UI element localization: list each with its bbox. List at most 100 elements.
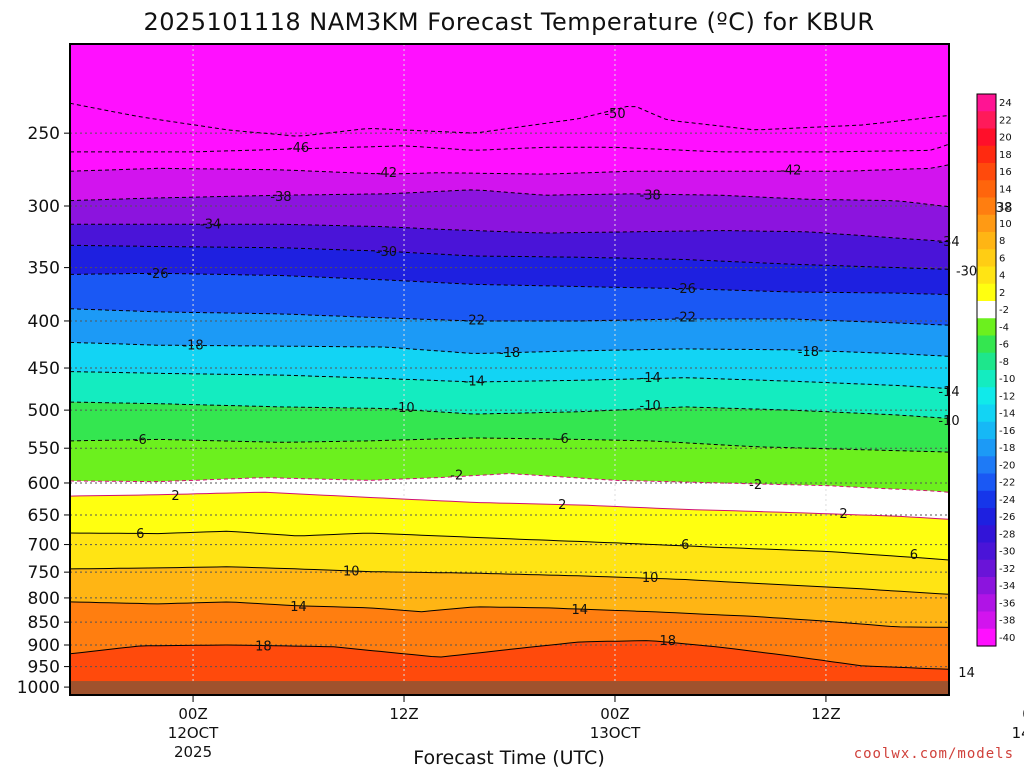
x-tick-label: 13OCT <box>590 724 641 742</box>
contour-label: -50 <box>604 107 625 122</box>
contour-label: 6 <box>136 527 144 542</box>
colorbar-swatch <box>977 214 996 233</box>
contour-label-text: -30 <box>376 245 397 260</box>
y-tick-label: 950 <box>28 658 60 678</box>
contour-label-text: 2 <box>558 498 566 513</box>
colorbar-label: 24 <box>999 98 1012 109</box>
colorbar-swatch <box>977 335 996 354</box>
contour-label: 10 <box>343 565 360 580</box>
isotherm-2 <box>70 491 949 520</box>
contour-label-text: 6 <box>681 538 689 553</box>
contour-label-text: -42 <box>376 166 397 181</box>
band--14 <box>70 342 949 389</box>
band-4 <box>70 531 949 595</box>
colorbar-label: -20 <box>999 460 1015 471</box>
colorbar-label: -26 <box>999 512 1015 523</box>
colorbar-swatch <box>977 145 996 164</box>
colorbar-swatch <box>977 387 996 406</box>
contour-label: 14 <box>572 603 589 618</box>
isotherm-18 <box>70 640 949 670</box>
contour-label-text: -14 <box>464 375 485 390</box>
contour-label: 18 <box>255 639 272 654</box>
colorbar-swatch <box>977 628 996 647</box>
colorbar-swatch <box>977 352 996 371</box>
x-axis-label: Forecast Time (UTC) <box>413 747 604 768</box>
colorbar-label: -10 <box>999 374 1015 385</box>
y-axis: 250 300 350 400 450 500 550 600 650 700 750 800 850 9… <box>17 124 70 698</box>
x-tick-label: 12Z <box>811 705 840 723</box>
colorbar-swatch <box>977 611 996 630</box>
band--4 <box>70 438 949 493</box>
colorbar-swatch <box>977 128 996 147</box>
colorbar-label: -40 <box>999 633 1015 644</box>
colorbar-label: -38 <box>999 616 1015 627</box>
colorbar-swatch <box>977 490 996 509</box>
contour-label-text: -22 <box>464 313 485 328</box>
chart-title: 2025101118 NAM3KM Forecast Temperature (… <box>143 8 874 36</box>
colorbar-label: 8 <box>999 236 1005 247</box>
band--6 <box>70 402 949 453</box>
band--38 <box>70 164 949 207</box>
colorbar-swatch <box>977 577 996 595</box>
contour-label: -22 <box>675 310 696 325</box>
contour-label: 14 <box>290 600 307 615</box>
y-tick-label: 250 <box>28 124 60 144</box>
colorbar-swatch <box>977 301 996 319</box>
colorbar-label: 16 <box>999 167 1012 178</box>
contour-label-text: -38 <box>270 190 291 205</box>
contour-label: -2 <box>450 468 463 483</box>
isotherm-6 <box>70 530 949 561</box>
colorbar-swatch <box>977 370 996 388</box>
contour-label: -6 <box>556 432 569 447</box>
temperature-bands <box>70 44 949 695</box>
band--18 <box>70 308 949 357</box>
contour-label: 6 <box>681 538 689 553</box>
contour-label-text: 14 <box>572 603 589 618</box>
colorbar-label: 12 <box>999 202 1012 213</box>
colorbar-label: -36 <box>999 598 1015 609</box>
x-tick-label: 12OCT <box>168 724 219 742</box>
colorbar-swatch <box>977 163 996 181</box>
contour-label-text: 10 <box>343 565 360 580</box>
contour-label-text: -30 <box>956 265 977 280</box>
contour-label-text: -26 <box>147 267 168 282</box>
contour-label: -2 <box>749 478 762 493</box>
colorbar-swatch <box>977 456 996 475</box>
colorbar-swatch <box>977 508 996 526</box>
x-tick-label: 00Z <box>178 705 207 723</box>
contour-label: -26 <box>675 282 696 297</box>
band--26 <box>70 245 949 295</box>
y-tick-label: 600 <box>28 474 60 494</box>
contour-label: -18 <box>798 345 819 360</box>
contour-label: -14 <box>640 371 661 386</box>
colorbar-swatch <box>977 318 996 337</box>
y-tick-label: 900 <box>28 636 60 656</box>
contour-label-text: -2 <box>450 468 463 483</box>
colorbar-swatch <box>977 439 996 457</box>
contour-label-text: -26 <box>675 282 696 297</box>
x-tick-label: 00Z <box>600 705 629 723</box>
y-tick-label: 750 <box>28 563 60 583</box>
contour-label-text: -2 <box>749 478 762 493</box>
band--30 <box>70 224 949 270</box>
contour-label-text: -22 <box>675 310 696 325</box>
x-tick-label: 12Z <box>389 705 418 723</box>
contour-label: -10 <box>393 401 414 416</box>
contour-label-text: 18 <box>255 639 272 654</box>
band--2 <box>70 473 949 520</box>
contour-label: -18 <box>182 339 203 354</box>
contour-label-text: -18 <box>798 345 819 360</box>
contour-label: -42 <box>780 163 801 178</box>
contour-label: -34 <box>200 218 221 233</box>
colorbar-label: -24 <box>999 495 1015 506</box>
y-tick-label: 850 <box>28 613 60 633</box>
colorbar-swatch <box>977 542 996 561</box>
colorbar-swatch <box>977 197 996 216</box>
isotherms <box>70 102 949 670</box>
x-tick-label: 2025 <box>174 743 212 761</box>
contour-label-text: -34 <box>200 218 221 233</box>
contour-label: 10 <box>642 571 659 586</box>
colorbar-frame <box>976 93 997 647</box>
colorbar-label: -8 <box>999 357 1009 368</box>
